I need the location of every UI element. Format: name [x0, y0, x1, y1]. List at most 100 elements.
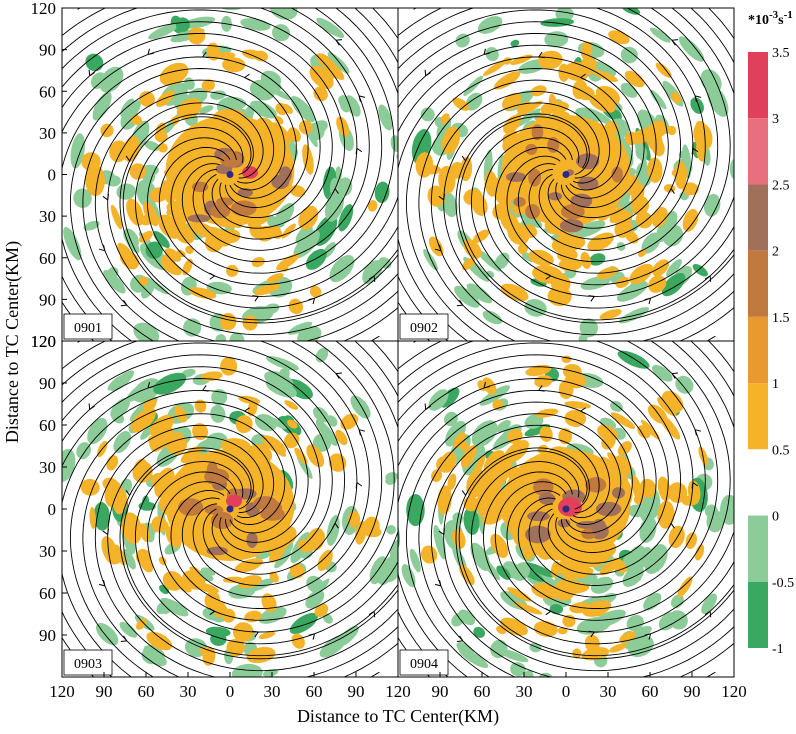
contour-positive: [614, 219, 633, 238]
contour-positive: [483, 450, 506, 478]
colorbar-tick-label: -1: [772, 642, 784, 657]
contour-positive: [139, 91, 155, 107]
contour-negative: [620, 83, 638, 98]
contour-positive: [287, 127, 301, 143]
streamline: [62, 366, 333, 677]
y-tick-label: 30: [39, 542, 56, 561]
contour-negative: [377, 562, 394, 586]
contour-positive: [241, 49, 264, 60]
contour-negative: [610, 400, 623, 412]
streamline: [146, 341, 398, 633]
contour-positive: [447, 473, 457, 491]
colorbar-tick-label: 2: [772, 245, 779, 260]
contour-positive: [314, 603, 329, 617]
streamline-arrow: [671, 39, 679, 46]
streamline: [77, 341, 395, 621]
contour-positive: [441, 126, 461, 155]
contour-positive: [476, 487, 491, 517]
streamline-arrow: [461, 155, 469, 162]
contour-negative: [345, 95, 361, 117]
contour-negative: [326, 514, 340, 546]
contour-negative: [258, 606, 287, 624]
streamline: [122, 8, 398, 321]
x-axis-label: Distance to TC Center(KM): [297, 706, 499, 727]
contour-negative: [522, 670, 534, 677]
contour-positive: [501, 198, 512, 210]
y-tick-label: 0: [48, 500, 57, 519]
contour-negative: [479, 385, 511, 406]
contour-positive: [667, 482, 688, 503]
contour-positive: [609, 206, 625, 224]
x-tick-label: 90: [432, 682, 449, 701]
contour-positive: [335, 429, 348, 446]
contour-negative: [87, 417, 108, 445]
panel-0901: [62, 8, 398, 341]
contour-positive: [266, 273, 284, 284]
contour-negative: [456, 642, 474, 657]
contour-negative: [63, 226, 82, 261]
contour-positive: [234, 558, 264, 573]
contour-negative: [113, 431, 132, 453]
contour-negative: [132, 378, 161, 403]
contour-negative: [210, 632, 227, 646]
contour-negative: [482, 310, 503, 325]
y-tick-label: 60: [39, 584, 56, 603]
streamline: [430, 424, 734, 677]
x-tick-label: 120: [721, 682, 747, 701]
contour-positive: [507, 428, 523, 444]
contour-negative: [473, 626, 486, 638]
streamline: [119, 113, 398, 324]
streamline: [62, 354, 345, 575]
panel-label-box: [399, 313, 449, 340]
x-tick-label: 90: [348, 682, 365, 701]
contour-positive: [506, 221, 525, 239]
streamline-arrow: [691, 482, 699, 489]
contour-positive: [258, 631, 276, 640]
streamline-arrow: [102, 528, 109, 535]
x-tick-label: 0: [562, 682, 571, 701]
contour-positive: [635, 211, 653, 229]
streamline-arrow: [424, 403, 431, 410]
y-tick-label: 0: [48, 166, 57, 185]
contour-high: [585, 476, 607, 493]
contour-positive: [513, 601, 543, 615]
contour-positive: [294, 447, 308, 465]
contour-negative: [670, 594, 684, 609]
contour-negative: [329, 254, 355, 283]
streamline-arrow: [244, 407, 251, 415]
streamline-arrow: [98, 244, 106, 252]
contour-negative: [433, 525, 446, 560]
contour-positive: [182, 258, 193, 276]
streamline: [482, 341, 734, 633]
contour-positive: [174, 225, 195, 244]
contour-negative: [386, 525, 397, 535]
contour-negative: [592, 609, 626, 628]
streamline: [398, 33, 669, 341]
panel-0904: [398, 341, 734, 677]
contour-positive: [206, 42, 220, 61]
contour-positive: [463, 496, 479, 512]
contour-peak: [226, 494, 242, 508]
streamline-arrow: [308, 297, 316, 305]
contour-negative: [231, 663, 263, 677]
contour-negative: [471, 420, 498, 447]
streamline-arrow: [202, 385, 209, 392]
streamline: [455, 113, 734, 324]
contour-negative: [374, 181, 390, 204]
contour-positive: [657, 500, 675, 529]
contour-negative: [706, 510, 724, 533]
contour-negative: [315, 419, 338, 446]
streamline: [69, 68, 380, 341]
streamline-arrow: [358, 95, 366, 102]
streamline: [398, 9, 694, 251]
contour-positive: [452, 97, 470, 111]
contour-negative: [385, 472, 398, 482]
streamline-arrow: [644, 633, 652, 640]
contour-positive: [472, 229, 490, 244]
contour-positive: [129, 163, 147, 180]
contour-positive: [247, 400, 258, 417]
streamline: [398, 341, 706, 598]
contour-high: [557, 518, 571, 528]
contour-negative: [153, 372, 187, 395]
contour-positive: [322, 58, 345, 81]
